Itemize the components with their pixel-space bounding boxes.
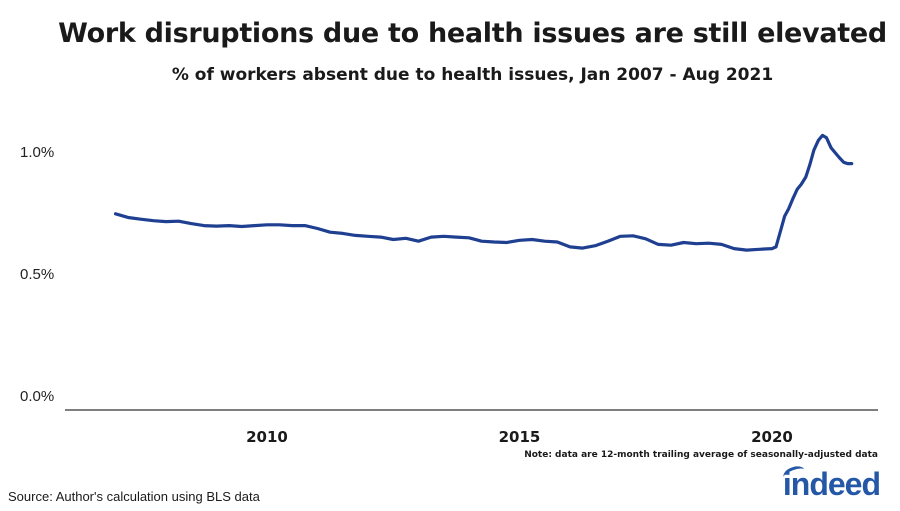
chart-note: Note: data are 12-month trailing average…	[524, 450, 878, 460]
x-tick-label: 2020	[751, 428, 793, 446]
x-tick-label: 2010	[246, 428, 288, 446]
source-text: Source: Author's calculation using BLS d…	[8, 489, 260, 504]
indeed-logo: indeed	[782, 466, 881, 502]
absence-rate-line	[113, 133, 854, 252]
chart-title: Work disruptions due to health issues ar…	[58, 18, 887, 49]
chart-subtitle: % of workers absent due to health issues…	[171, 65, 774, 85]
y-tick-label: 0.5%	[20, 266, 55, 283]
x-tick-label: 2015	[498, 428, 541, 446]
y-tick-label: 0.0%	[20, 388, 55, 405]
y-tick-label: 1.0%	[20, 144, 55, 161]
